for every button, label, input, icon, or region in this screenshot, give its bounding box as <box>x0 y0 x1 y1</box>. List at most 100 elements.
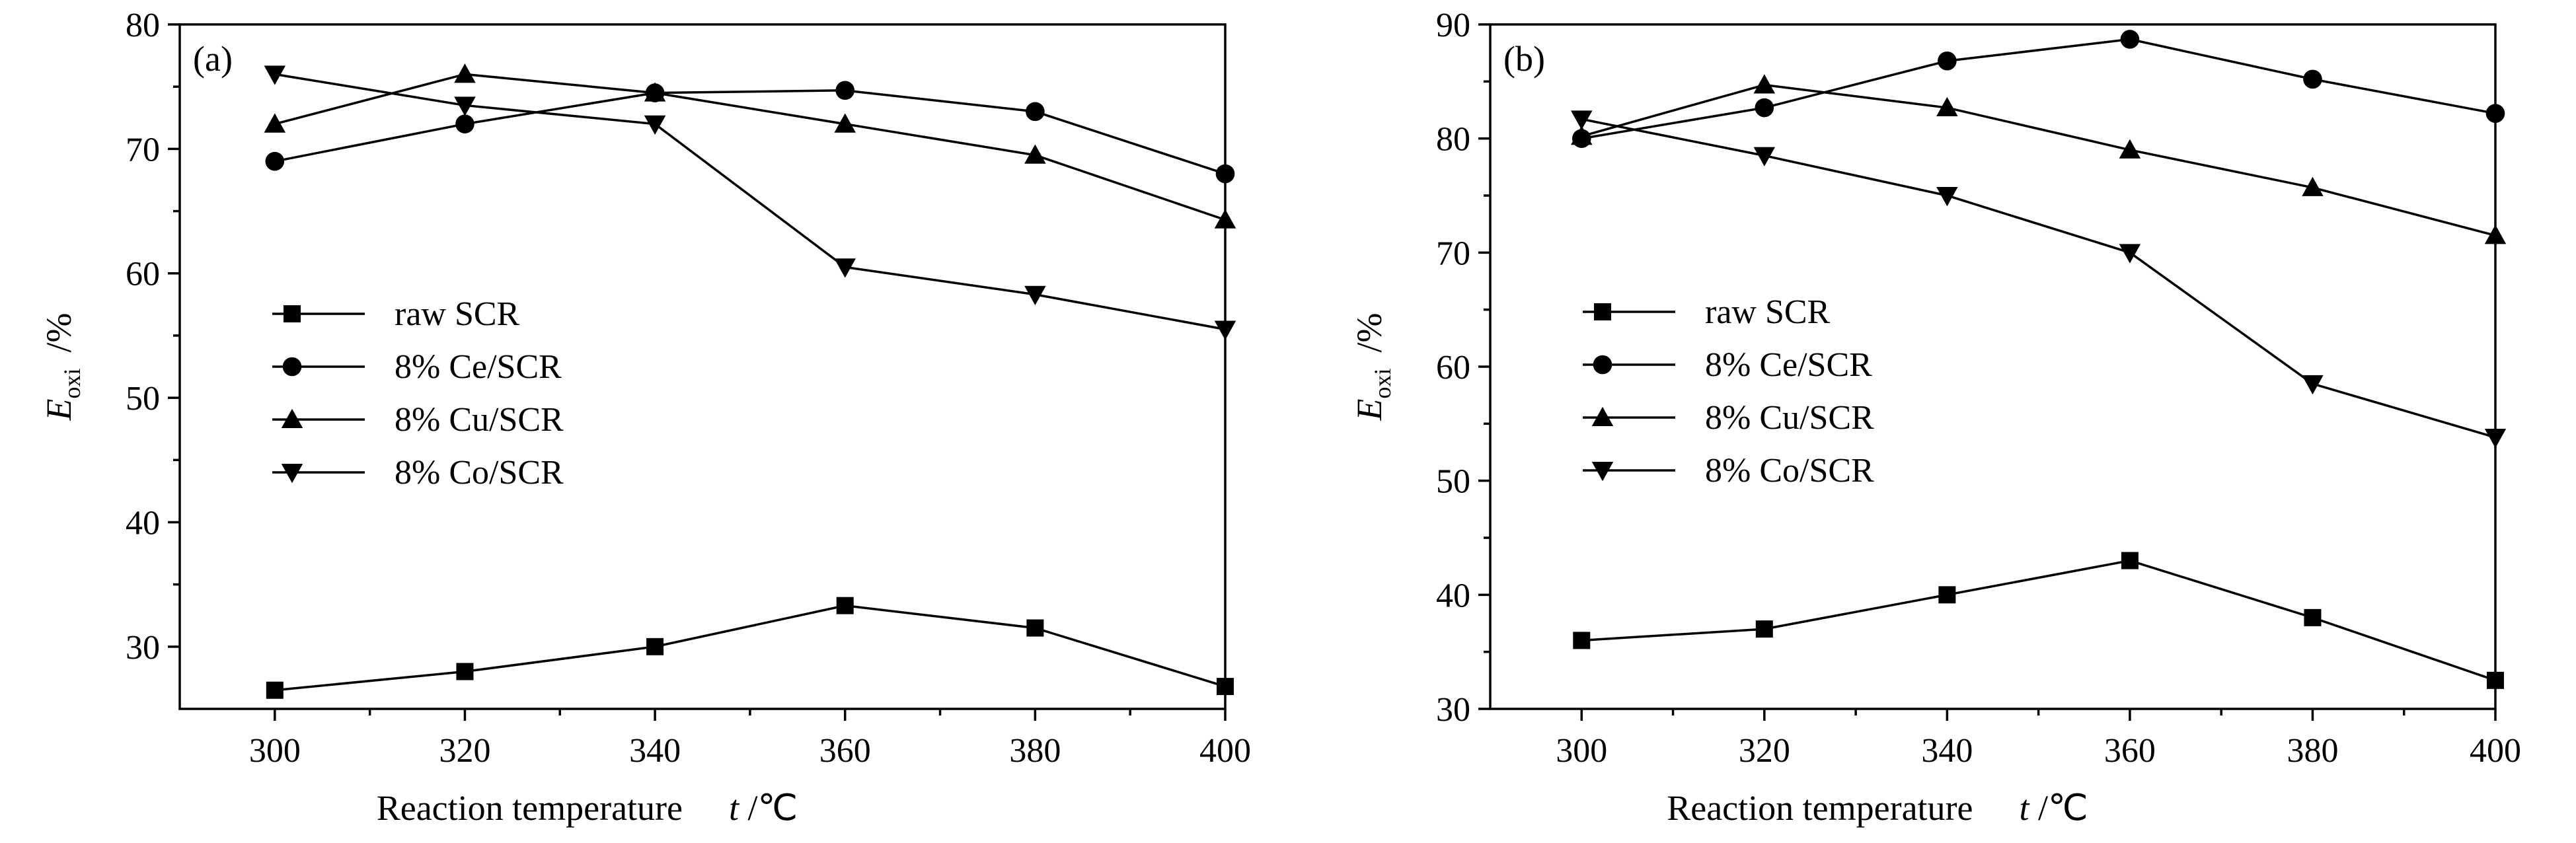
legend-label: 8% Co/SCR <box>395 454 564 492</box>
data-point-8pct-ce-scr <box>265 151 285 171</box>
chart-panel-b: 300 320 340 360 380 400 30 40 50 60 70 80 90 (b) React… <box>1349 7 2521 828</box>
legend-entry-raw-scr: raw SCR <box>1583 293 1831 331</box>
x-axis-unit: t /℃ <box>2020 788 2088 828</box>
data-point-8pct-co-scr <box>2119 244 2141 264</box>
data-point-8pct-ce-scr <box>2485 104 2505 123</box>
data-point-8pct-co-scr <box>1214 320 1236 340</box>
data-point-8pct-co-scr <box>454 96 476 116</box>
series-raw-scr <box>1573 552 2504 689</box>
plot-frame <box>1489 23 2497 710</box>
x-axis-unit-symbol: t <box>2020 788 2031 828</box>
y-tick-label: 70 <box>126 131 160 168</box>
legend-marker <box>1591 462 1614 482</box>
data-point-8pct-cu-scr <box>264 113 286 133</box>
data-point-raw-scr <box>2304 608 2322 626</box>
x-axis-unit-text: /℃ <box>2029 788 2088 828</box>
data-point-raw-scr <box>1026 619 1044 637</box>
y-tick-label: 80 <box>126 7 160 44</box>
data-point-8pct-cu-scr <box>644 82 666 102</box>
y-tick-label: 40 <box>126 504 160 542</box>
data-point-8pct-co-scr <box>264 65 286 85</box>
data-point-8pct-co-scr <box>2302 375 2324 395</box>
y-tick-label: 60 <box>1436 349 1470 386</box>
data-point-8pct-ce-scr <box>1026 102 1045 122</box>
y-axis-label: Eoxi /% <box>39 312 85 421</box>
data-point-raw-scr <box>2121 552 2139 569</box>
data-point-8pct-cu-scr <box>454 63 476 83</box>
data-point-8pct-cu-scr <box>1936 96 1958 117</box>
series-8pct-cu-scr <box>1571 74 2507 244</box>
y-tick-label: 50 <box>1436 463 1470 501</box>
legend-marker <box>281 464 303 484</box>
legend-label: raw SCR <box>1705 293 1831 331</box>
legend-entry-8pct-cu-scr: 8% Cu/SCR <box>1583 399 1874 437</box>
y-tick-label: 80 <box>1436 121 1470 159</box>
series-line-8pct-co-scr <box>274 73 1226 331</box>
data-point-8pct-ce-scr <box>2303 69 2322 89</box>
series-line-8pct-cu-scr <box>274 73 1226 221</box>
data-point-8pct-ce-scr <box>2120 30 2140 49</box>
data-point-8pct-co-scr <box>2484 429 2507 449</box>
series-line-8pct-ce-scr <box>274 89 1226 175</box>
x-tick-label: 400 <box>2470 732 2521 770</box>
series-8pct-co-scr <box>264 65 1236 340</box>
x-tick-label: 360 <box>819 732 871 770</box>
series-8pct-cu-scr <box>264 63 1236 229</box>
data-point-raw-scr <box>1217 678 1234 696</box>
data-point-8pct-cu-scr <box>1753 74 1776 94</box>
legend-label: 8% Co/SCR <box>1705 452 1874 490</box>
x-tick-label: 380 <box>1009 732 1061 770</box>
legend: raw SCR 8% Ce/SCR 8% Cu/SCR 8% Co/SCR <box>272 295 564 492</box>
legend-entry-8pct-cu-scr: 8% Cu/SCR <box>272 401 564 439</box>
data-point-8pct-ce-scr <box>1938 51 1957 71</box>
x-tick-label: 320 <box>439 732 490 770</box>
y-tick-label: 50 <box>126 380 160 418</box>
y-axis-unit: /% <box>39 312 79 352</box>
data-point-raw-scr <box>836 597 854 614</box>
x-tick-label: 300 <box>249 732 301 770</box>
x-tick-label: 340 <box>629 732 681 770</box>
x-tick-label: 380 <box>2287 732 2338 770</box>
data-point-8pct-co-scr <box>644 115 666 135</box>
y-tick-label: 70 <box>1436 235 1470 272</box>
data-point-8pct-cu-scr <box>2302 176 2324 196</box>
series-8pct-co-scr <box>1571 110 2507 449</box>
data-point-8pct-co-scr <box>1024 285 1046 305</box>
data-point-8pct-cu-scr <box>2484 225 2507 244</box>
legend-marker <box>284 305 301 322</box>
data-point-8pct-ce-scr <box>1215 164 1235 184</box>
legend-marker <box>281 408 303 428</box>
chart-panel-a: 300 320 340 360 380 400 30 40 50 60 70 80 (a) Reactio… <box>39 7 1251 828</box>
legend-entry-8pct-ce-scr: 8% Ce/SCR <box>1583 346 1872 384</box>
data-point-8pct-cu-scr <box>2119 139 2141 159</box>
series-8pct-ce-scr <box>1572 30 2505 148</box>
data-point-raw-scr <box>1755 620 1773 638</box>
x-tick-label: 400 <box>1199 732 1251 770</box>
x-tick-label: 300 <box>1556 732 1607 770</box>
data-point-8pct-cu-scr <box>1214 209 1236 229</box>
data-point-raw-scr <box>1938 586 1956 604</box>
data-point-8pct-co-scr <box>1571 110 1593 130</box>
legend-label: 8% Ce/SCR <box>395 348 562 386</box>
y-axis-symbol: E <box>39 399 79 422</box>
data-point-raw-scr <box>1573 632 1591 649</box>
legend-entry-raw-scr: raw SCR <box>272 295 520 333</box>
panel-label: (a) <box>193 39 233 79</box>
data-point-8pct-cu-scr <box>834 113 856 133</box>
legend-marker <box>1593 355 1612 375</box>
series-line-8pct-ce-scr <box>1581 38 2496 140</box>
data-point-8pct-ce-scr <box>835 81 855 100</box>
y-tick-label: 40 <box>1436 577 1470 614</box>
data-point-8pct-cu-scr <box>1024 144 1046 164</box>
data-point-8pct-cu-scr <box>1571 125 1593 145</box>
legend: raw SCR 8% Ce/SCR 8% Cu/SCR 8% Co/SCR <box>1583 293 1874 490</box>
legend-marker <box>1591 406 1614 426</box>
legend-label: 8% Cu/SCR <box>395 401 564 439</box>
x-axis-unit-symbol: t <box>729 788 740 828</box>
series-line-raw-scr <box>1581 559 2496 682</box>
series-raw-scr <box>266 597 1234 699</box>
y-axis-symbol: E <box>1349 399 1389 422</box>
legend-label: raw SCR <box>395 295 520 333</box>
data-point-8pct-co-scr <box>1936 187 1958 207</box>
